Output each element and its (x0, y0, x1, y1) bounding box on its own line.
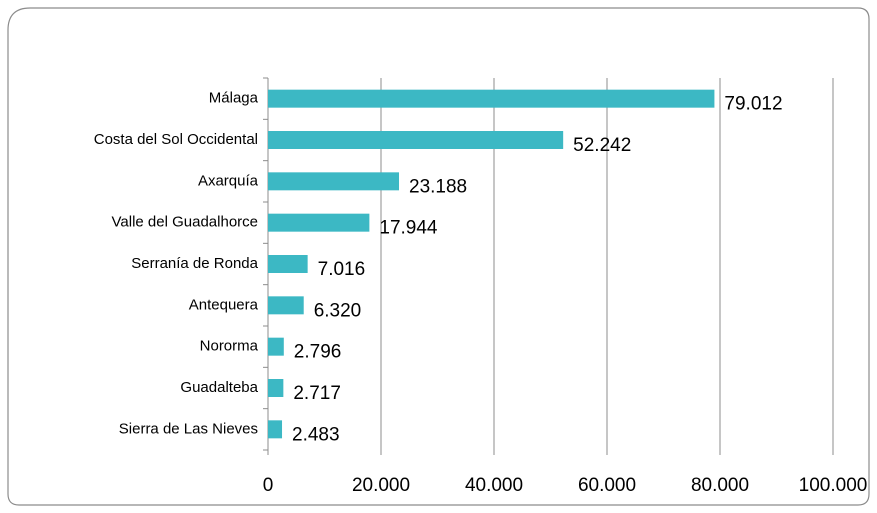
bar (268, 213, 370, 232)
value-label: 2.483 (292, 424, 340, 445)
value-label: 2.796 (294, 342, 342, 363)
x-tick-label: 20.000 (352, 475, 410, 496)
y-tick-label: Málaga (209, 90, 259, 107)
bar (268, 379, 284, 397)
x-tick-label: 60.000 (578, 475, 636, 496)
y-tick-label: Axarquía (198, 172, 259, 189)
value-label: 52.242 (573, 135, 631, 156)
value-label: 17.944 (379, 218, 438, 239)
y-tick-label: Nororma (200, 338, 259, 355)
x-tick-label: 80.000 (691, 475, 749, 496)
y-tick-label: Serranía de Ronda (131, 255, 258, 272)
value-label: 79.012 (724, 94, 782, 115)
value-label: 2.717 (293, 383, 341, 404)
y-tick-label: Costa del Sol Occidental (94, 131, 258, 148)
bar (268, 172, 400, 191)
chart-border (7, 7, 870, 506)
y-tick-label: Antequera (189, 296, 259, 313)
y-tick-label: Guadalteba (180, 379, 258, 396)
value-label: 23.188 (409, 176, 467, 197)
bar (268, 131, 564, 149)
x-tick-label: 100.000 (799, 475, 868, 496)
value-label: 6.320 (314, 300, 362, 321)
bar (268, 255, 308, 273)
bar (268, 89, 715, 108)
bar (268, 420, 283, 439)
bar (268, 337, 284, 356)
x-tick-label: 0 (263, 475, 274, 496)
value-label: 7.016 (318, 259, 366, 280)
y-tick-label: Sierra de Las Nieves (119, 420, 258, 437)
bar (268, 296, 304, 315)
x-tick-label: 40.000 (465, 475, 523, 496)
y-tick-label: Valle del Guadalhorce (112, 214, 258, 231)
